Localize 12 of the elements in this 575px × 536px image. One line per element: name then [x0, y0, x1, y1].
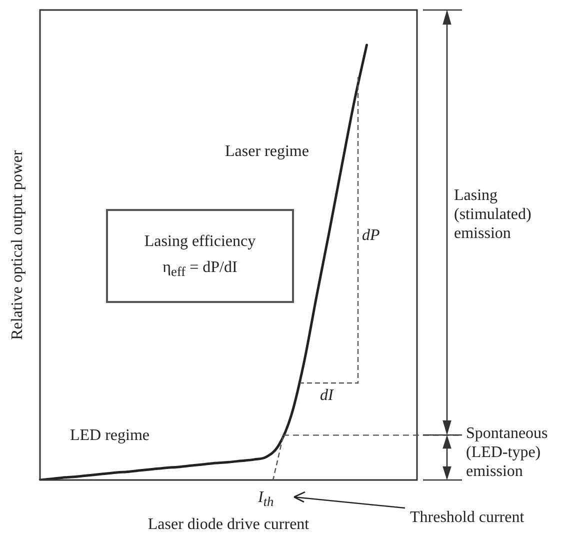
annotation: dP: [362, 226, 381, 245]
x-axis-title: Laser diode drive current: [148, 516, 310, 533]
annotation: LED regime: [70, 426, 151, 445]
text: Lasing (stimulated) emission: [454, 186, 532, 243]
annotation: Laser regime: [225, 142, 310, 161]
annotation: Lasing efficiency: [143, 232, 257, 251]
text: Threshold current: [410, 508, 526, 527]
y-axis-title: Relative optical output power: [9, 150, 27, 340]
annotation: η$_{eff}$ = dP/dI: [162, 258, 238, 282]
annotation: dI: [320, 386, 335, 405]
text: Spontaneous (LED-type) emission: [466, 424, 549, 481]
text: I$_{th}$: [258, 488, 275, 512]
